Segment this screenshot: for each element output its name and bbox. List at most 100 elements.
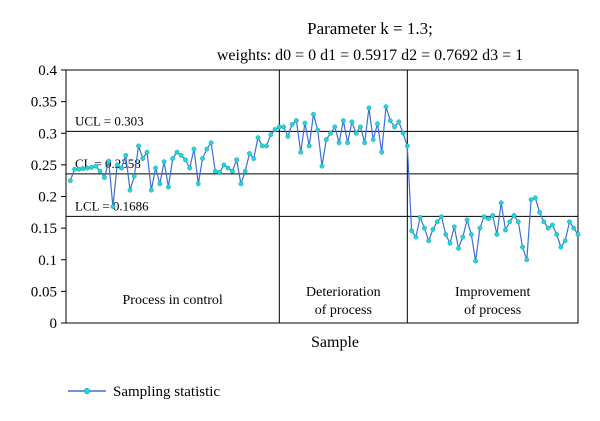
data-point [200, 156, 205, 161]
data-point [528, 197, 534, 203]
data-point [114, 162, 120, 168]
data-point [503, 227, 508, 233]
data-point [208, 140, 214, 146]
data-point [336, 140, 342, 146]
data-point [183, 157, 188, 163]
data-point [272, 127, 278, 132]
data-point [340, 118, 346, 124]
region-labels: Process in control Deterioration of proces… [123, 285, 531, 318]
data-point [140, 156, 146, 161]
data-point [383, 104, 389, 110]
data-point [571, 225, 577, 231]
region-label-line2: of process [464, 303, 521, 318]
data-point [524, 257, 530, 263]
y-tick-label: 0.1 [38, 253, 57, 269]
data-point [153, 165, 159, 171]
data-point [238, 181, 244, 187]
data-point [353, 130, 359, 136]
data-point [127, 187, 133, 193]
data-point [84, 165, 90, 171]
data-point [144, 149, 150, 155]
y-tick-label: 0.05 [31, 284, 57, 300]
data-point [392, 124, 397, 130]
data-point [247, 151, 252, 156]
data-point [76, 166, 82, 172]
y-tick-label: 0.25 [31, 158, 57, 174]
data-point [409, 228, 414, 234]
data-point [366, 105, 372, 111]
data-point [439, 214, 444, 220]
data-point [302, 120, 308, 126]
data-point [72, 166, 77, 172]
x-axis-label: Sample [311, 334, 359, 351]
data-point [426, 238, 432, 244]
region-label-line2: of process [315, 303, 372, 318]
y-tick-label: 0.35 [31, 95, 57, 111]
data-point [434, 219, 440, 225]
data-point [387, 118, 393, 124]
data-point [404, 143, 410, 149]
data-point [157, 181, 163, 187]
region-label-line1: Improvement [455, 285, 531, 300]
series-layer [67, 104, 581, 264]
data-point [417, 214, 423, 220]
data-point [460, 234, 466, 240]
data-point [532, 195, 538, 201]
data-point [375, 121, 380, 127]
data-point [541, 219, 547, 225]
y-tick-label: 0 [50, 316, 58, 332]
data-point [293, 118, 299, 124]
data-point [515, 219, 521, 225]
data-point [323, 137, 329, 142]
data-point [554, 232, 560, 237]
data-point [507, 219, 513, 225]
y-tick-label: 0.15 [31, 221, 57, 237]
data-point [281, 124, 286, 130]
data-point [575, 232, 581, 237]
data-point [234, 157, 240, 163]
data-point [123, 152, 129, 158]
data-point [170, 156, 176, 161]
data-point [490, 213, 496, 218]
data-point [315, 127, 321, 133]
data-point [110, 204, 116, 210]
data-point [494, 232, 500, 237]
data-point [558, 244, 564, 250]
data-point [537, 209, 542, 215]
data-point [187, 165, 193, 171]
data-point [97, 168, 103, 174]
series-line [69, 106, 579, 262]
data-point [251, 156, 257, 161]
data-point [370, 137, 376, 142]
data-point [451, 224, 457, 230]
data-point [119, 165, 124, 171]
data-point [242, 168, 248, 174]
data-point [345, 140, 350, 146]
data-point [259, 143, 265, 149]
y-tick-label: 0.3 [38, 126, 57, 142]
data-point [255, 135, 261, 141]
control-line-label: UCL = 0.303 [75, 113, 144, 128]
data-point [545, 225, 551, 231]
data-point [212, 168, 218, 174]
data-point [562, 238, 568, 244]
data-point [413, 234, 419, 240]
y-axis: 0 0.05 0.1 0.15 0.2 0.25 0.3 0.35 0.4 [31, 63, 66, 332]
data-point [485, 216, 491, 222]
data-point [268, 132, 274, 137]
data-point [456, 245, 461, 251]
data-point [289, 121, 295, 127]
data-point [148, 187, 154, 193]
data-point [464, 217, 470, 223]
data-point [174, 149, 180, 155]
data-point [430, 226, 436, 232]
data-point [225, 165, 231, 171]
data-point [443, 232, 449, 237]
data-point [511, 213, 517, 218]
data-point [191, 146, 197, 152]
data-point [298, 149, 304, 155]
chart-title-line1: Parameter k = 1.3; [307, 19, 433, 38]
data-point [165, 184, 171, 190]
y-tick-label: 0.4 [38, 63, 57, 79]
